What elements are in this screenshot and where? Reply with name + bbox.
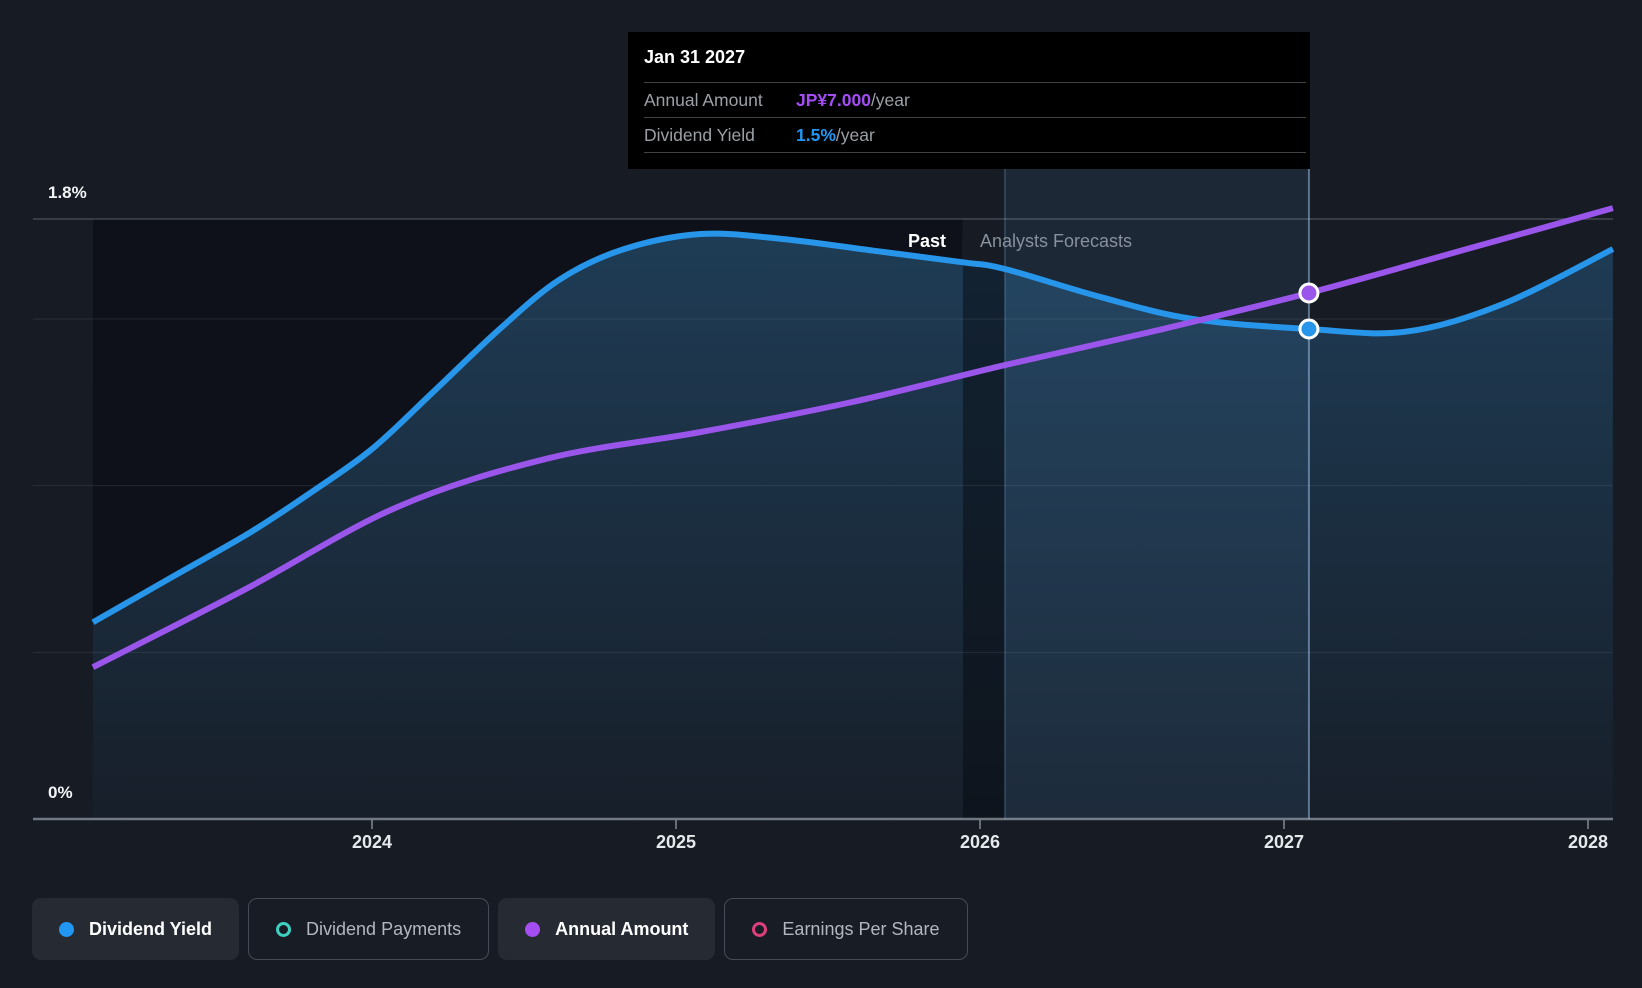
ring-icon bbox=[276, 921, 292, 937]
legend-label: Dividend Yield bbox=[89, 918, 213, 939]
dividend-yield-area bbox=[92, 233, 1613, 820]
filled-dot-icon bbox=[59, 921, 74, 937]
x-axis-label-2026: 2026 bbox=[959, 832, 1001, 852]
legend-earnings-per-share[interactable]: Earnings Per Share bbox=[724, 898, 968, 960]
ring-icon bbox=[752, 921, 768, 937]
tooltip-date: Jan 31 2027 bbox=[644, 46, 746, 67]
legend-dividend-payments[interactable]: Dividend Payments bbox=[248, 898, 490, 960]
x-axis-label-2024: 2024 bbox=[351, 832, 393, 852]
tooltip-row-label: Annual Amount bbox=[644, 89, 763, 110]
past-region-shade bbox=[92, 219, 963, 623]
filled-dot-icon bbox=[525, 921, 541, 937]
y-axis-max-label: 1.8% bbox=[48, 183, 87, 202]
hover-point-dividend-yield bbox=[1298, 318, 1320, 340]
hover-point-annual-amount bbox=[1298, 282, 1320, 304]
x-axis-label-2025: 2025 bbox=[655, 832, 697, 852]
y-axis-min-label: 0% bbox=[48, 783, 73, 802]
hover-highlight-band bbox=[1004, 169, 1309, 819]
annual-amount-line bbox=[91, 205, 1614, 670]
x-axis-label-2028: 2028 bbox=[1567, 832, 1609, 852]
forecast-gap-shade bbox=[962, 233, 1005, 819]
legend-label: Annual Amount bbox=[555, 918, 689, 939]
legend: Dividend Yield Dividend Payments Annual … bbox=[32, 898, 968, 960]
x-axis-label-2027: 2027 bbox=[1263, 832, 1305, 852]
tooltip-row-suffix: /year bbox=[870, 89, 910, 110]
tooltip-row: Annual Amount JP¥7.000 /year bbox=[644, 82, 1306, 117]
tooltip-row-value: 1.5% bbox=[796, 124, 836, 145]
past-label: Past bbox=[907, 231, 946, 251]
legend-label: Earnings Per Share bbox=[782, 918, 940, 939]
legend-dividend-yield[interactable]: Dividend Yield bbox=[32, 898, 240, 960]
hover-tooltip: Jan 31 2027 Annual Amount JP¥7.000 /year… bbox=[628, 32, 1310, 169]
tooltip-row-label: Dividend Yield bbox=[644, 124, 755, 145]
tooltip-row-value: JP¥7.000 bbox=[796, 89, 871, 110]
legend-label: Dividend Payments bbox=[306, 918, 462, 939]
legend-annual-amount[interactable]: Annual Amount bbox=[498, 898, 716, 960]
analysts-forecasts-label: Analysts Forecasts bbox=[980, 231, 1133, 251]
tooltip-row: Dividend Yield 1.5% /year bbox=[644, 117, 1306, 152]
tooltip-row-suffix: /year bbox=[835, 124, 875, 145]
tooltip-divider bbox=[644, 152, 1306, 153]
